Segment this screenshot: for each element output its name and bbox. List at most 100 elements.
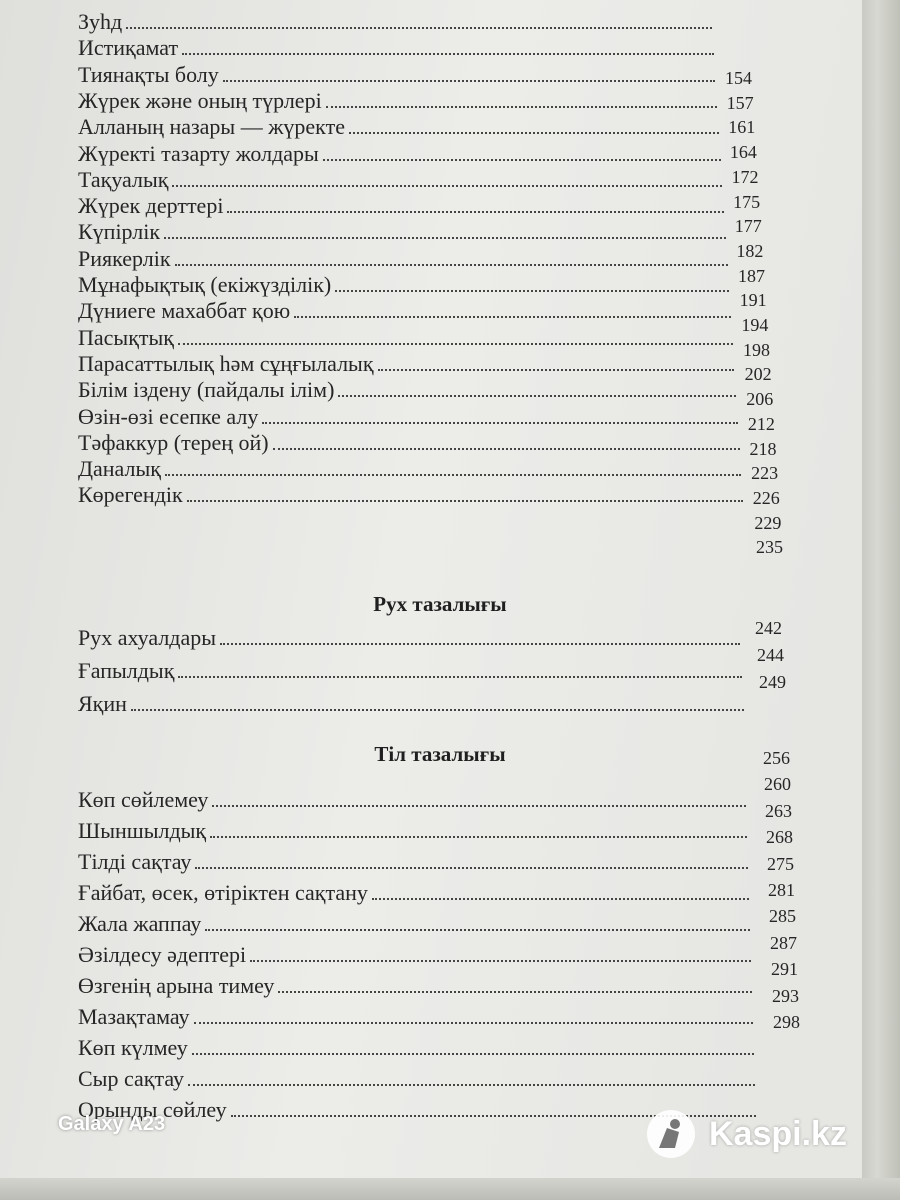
entry-title: Көрегендік bbox=[78, 482, 183, 508]
toc-entry: Риякерлік bbox=[78, 245, 728, 273]
dot-leader bbox=[222, 79, 716, 82]
page-number: 260 bbox=[764, 774, 791, 795]
toc-entry: Истиқамат bbox=[78, 34, 714, 62]
entry-title: Шыншылдық bbox=[78, 818, 207, 843]
page-number: 218 bbox=[749, 438, 777, 459]
page-number: 175 bbox=[733, 191, 761, 212]
toc-entry: Зуһд bbox=[78, 8, 712, 36]
toc-entry: Яқин bbox=[78, 690, 744, 718]
toc-entry: Ғапылдық bbox=[78, 657, 742, 685]
page-number: 154 bbox=[725, 68, 752, 88]
toc-entry: Тәфаккур (терең ой) bbox=[78, 429, 740, 457]
entry-title: Орынды сөйлеу bbox=[78, 1097, 227, 1122]
dot-leader bbox=[212, 805, 746, 807]
section-heading: Тіл тазалығы bbox=[374, 742, 506, 766]
dot-leader bbox=[338, 395, 737, 398]
page-number: 244 bbox=[757, 645, 784, 665]
dot-leader bbox=[377, 368, 735, 371]
toc-entry: Көп күлмеу bbox=[78, 1034, 754, 1062]
dot-leader bbox=[272, 447, 740, 450]
page-number: 293 bbox=[772, 985, 799, 1006]
dot-leader bbox=[186, 500, 743, 503]
page-number: 172 bbox=[731, 166, 759, 187]
page-number: 285 bbox=[769, 906, 796, 927]
page-number: 287 bbox=[770, 932, 797, 953]
page-number: 298 bbox=[773, 1012, 800, 1032]
entry-title: Рух ахуалдары bbox=[78, 625, 217, 650]
toc-entry: Пасықтық bbox=[78, 324, 733, 352]
page-number: 242 bbox=[755, 618, 782, 638]
page-number: 249 bbox=[759, 672, 786, 692]
page-number: 256 bbox=[763, 748, 790, 768]
toc-entry: Өзін-өзі есепке алу bbox=[78, 403, 738, 431]
entry-title: Ғапылдық bbox=[78, 658, 175, 683]
page-number: 291 bbox=[771, 959, 798, 980]
dot-leader bbox=[348, 132, 719, 135]
toc-entry: Білім іздену (пайдалы ілім) bbox=[78, 376, 737, 404]
section-heading: Рух тазалығы bbox=[373, 592, 507, 616]
dot-leader bbox=[205, 929, 750, 931]
toc-entry: Тілді сақтау bbox=[78, 848, 748, 876]
toc-entry: Жала жаппау bbox=[78, 910, 750, 938]
page-number: 161 bbox=[728, 117, 756, 138]
toc-entry: Мұнафықтық (екіжүзділік) bbox=[78, 271, 730, 299]
entry-title: Дүниеге махаббат қою bbox=[78, 298, 291, 324]
entry-title: Пасықтық bbox=[78, 324, 174, 350]
entry-title: Жүректі тазарту жолдары bbox=[78, 140, 319, 166]
page-edge bbox=[862, 0, 900, 1200]
entry-title: Яқин bbox=[78, 691, 127, 716]
page-number: 212 bbox=[747, 413, 775, 434]
page-number: 191 bbox=[739, 290, 767, 311]
toc-entry: Мазақтамау bbox=[78, 1003, 753, 1031]
page-number: 235 bbox=[756, 537, 783, 558]
dot-leader bbox=[126, 27, 712, 29]
page-edge bbox=[0, 1178, 900, 1200]
camera-watermark: Galaxy A23 bbox=[58, 1113, 166, 1135]
toc-entry: Орынды сөйлеу bbox=[78, 1096, 756, 1124]
toc-entry: Даналық bbox=[78, 455, 742, 483]
entry-title: Зуһд bbox=[78, 9, 123, 34]
toc-entry: Рух ахуалдары bbox=[78, 624, 740, 652]
entry-title: Тілді сақтау bbox=[78, 849, 192, 874]
entry-title: Өзін-өзі есепке алу bbox=[78, 403, 259, 429]
page-number: 157 bbox=[726, 92, 754, 113]
entry-title: Әзілдесу әдептері bbox=[78, 942, 247, 967]
toc-entry: Тақуалық bbox=[78, 166, 723, 194]
page-number: 229 bbox=[754, 512, 782, 533]
dot-leader bbox=[294, 316, 731, 319]
dot-leader bbox=[278, 991, 752, 993]
dot-leader bbox=[335, 290, 730, 292]
entry-title: Мазақтамау bbox=[78, 1004, 190, 1029]
dot-leader bbox=[174, 263, 728, 266]
toc-entry: Шыншылдық bbox=[78, 817, 747, 845]
dot-leader bbox=[210, 836, 747, 838]
dot-leader bbox=[164, 474, 742, 477]
page-number: 268 bbox=[766, 827, 793, 848]
toc-entry: Көп сөйлемеу bbox=[78, 786, 746, 814]
page-number: 223 bbox=[751, 463, 779, 484]
toc-entry: Дүниеге махаббат қою bbox=[78, 297, 731, 325]
entry-title: Білім іздену (пайдалы ілім) bbox=[78, 377, 335, 403]
page-number: 194 bbox=[741, 315, 769, 335]
page-number: 187 bbox=[738, 265, 766, 286]
entry-title: Тәфаккур (терең ой) bbox=[78, 429, 269, 455]
entry-title: Өзгенің арына тимеу bbox=[78, 973, 275, 998]
page-number: 281 bbox=[768, 880, 795, 900]
dot-leader bbox=[187, 1084, 755, 1086]
toc-entry: Парасаттылық һәм сұңғылалық bbox=[78, 350, 735, 378]
dot-leader bbox=[325, 105, 718, 108]
page-number: 202 bbox=[744, 364, 772, 385]
toc-entry: Сыр сақтау bbox=[78, 1065, 755, 1093]
page-number: 177 bbox=[734, 216, 762, 237]
dot-leader bbox=[227, 211, 725, 214]
entry-title: Жала жаппау bbox=[78, 911, 202, 936]
entry-title: Даналық bbox=[78, 456, 161, 482]
page-number: 263 bbox=[765, 800, 792, 821]
entry-title: Истиқамат bbox=[78, 35, 179, 61]
entry-title: Көп сөйлемеу bbox=[78, 787, 209, 812]
kaspi-logo bbox=[647, 1110, 695, 1158]
page-number: 275 bbox=[767, 853, 794, 874]
entry-title: Тақуалық bbox=[78, 166, 169, 192]
toc-entry: Тиянақты болу bbox=[78, 61, 716, 89]
